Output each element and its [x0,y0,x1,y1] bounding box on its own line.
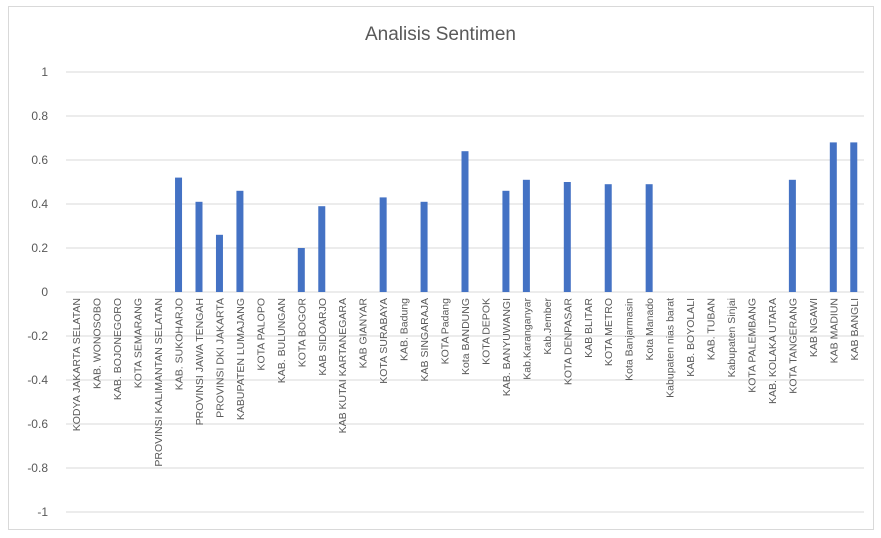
bar [563,182,571,292]
bar [850,142,858,292]
y-tick-label: 0.4 [31,197,48,211]
bar [788,179,796,292]
bar [461,151,469,292]
bar [522,179,530,292]
x-tick-label: KAB. BOJONEGORO [112,298,124,400]
x-tick-label: PROVINSI DKI JAKARTA [214,298,226,418]
x-tick-label: KABUPATEN LUMAJANG [235,298,247,420]
x-tick-label: KOTA BOGOR [296,298,308,368]
x-tick-label: KOTA METRO [603,298,615,366]
bar [318,206,326,292]
y-axis-ticks: 1 0.8 0.6 0.4 0.2 0 -0.2 -0.4 -0.6 -0.8 -1 [27,65,48,519]
x-tick-label: KAB SINGARAJA [419,298,431,381]
x-tick-label: KAB BANGLI [849,298,861,360]
x-tick-label: KOTA TANGERANG [787,298,799,394]
bar [215,234,223,292]
x-tick-label: Kabupaten nias barat [665,298,677,398]
x-tick-label: Kabupaten Sinjai [726,298,738,377]
y-tick-label: -0.6 [27,417,48,431]
bar [604,184,612,292]
x-tick-label: KOTA DEPOK [480,298,492,365]
x-tick-label: KAB SIDOARJO [317,298,329,376]
x-tick-label: KAB GIANYAR [358,298,370,369]
x-tick-label: PROVINSI KALIMANTAN SELATAN [153,298,165,467]
x-tick-label: KOTA PALEMBANG [746,298,758,393]
x-tick-label: Kota Banjarmasin [624,298,636,381]
bar [502,190,510,292]
x-tick-label: KOTA DENPASAR [562,298,574,386]
y-tick-label: -0.8 [27,461,48,475]
x-tick-label: KAB. KOLAKA UTARA [767,298,779,404]
x-tick-label: KOTA Padang [440,298,452,365]
bar [420,201,428,292]
x-tick-label: KOTA SURABAYA [378,298,390,384]
y-tick-label: 0.2 [31,241,48,255]
x-tick-label: KAB. TUBAN [706,298,718,360]
y-tick-label: 0 [41,285,48,299]
y-tick-label: -0.4 [27,373,48,387]
chart-frame [8,6,874,530]
x-tick-label: PROVINSI JAWA TENGAH [194,298,206,425]
bar [645,184,653,292]
x-tick-label: Kota BANDUNG [460,298,472,375]
y-tick-label: -1 [37,505,48,519]
bar [236,190,244,292]
x-tick-label: Kota Manado [644,298,656,361]
x-tick-label: KAB MADIUN [828,298,840,363]
bars [175,142,858,292]
x-tick-label: KOTA PALOPO [255,298,267,371]
x-tick-label: KAB NGAWI [808,298,820,357]
x-tick-label: KAB. WONOSOBO [92,298,104,389]
x-tick-label: KAB. BOYOLALI [685,298,697,377]
x-tick-label: Kab.Jember [542,298,554,355]
y-tick-label: 0.8 [31,109,48,123]
x-tick-label: KOTA SEMARANG [133,298,145,388]
bar [297,248,305,292]
x-tick-label: KAB BLITAR [583,298,595,358]
y-tick-label: -0.2 [27,329,48,343]
x-tick-label: KAB. SUKOHARJO [174,298,186,390]
x-tick-label: KAB KUTAI KARTANEGARA [337,298,349,433]
bar [175,177,183,292]
bar [195,201,203,292]
bar [379,197,387,292]
x-tick-label: KAB. Badung [399,298,411,361]
y-tick-label: 0.6 [31,153,48,167]
y-tick-label: 1 [41,65,48,79]
x-tick-label: KODYA JAKARTA SELATAN [71,298,83,431]
x-tick-label: KAB. BANYUWANGI [501,298,513,396]
bar [829,142,837,292]
x-tick-label: KAB. BULUNGAN [276,298,288,383]
chart-title: Analisis Sentimen [364,24,517,45]
x-axis-labels: KODYA JAKARTA SELATAN KAB. WONOSOBO KAB. B… [71,298,861,467]
x-tick-label: Kab.Karanganyar [521,298,533,380]
